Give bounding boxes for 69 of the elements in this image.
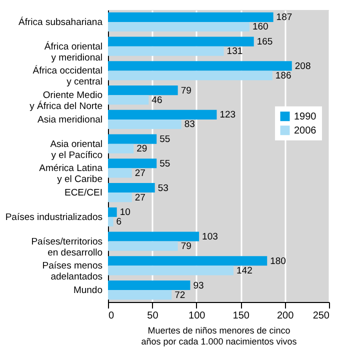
data-label: 93 xyxy=(193,280,204,292)
data-label: 103 xyxy=(202,232,218,243)
y-tick-label: Oriente Medio y África del Norte xyxy=(30,90,102,112)
x-tick-label: 100 xyxy=(188,310,206,322)
data-label: 79 xyxy=(180,85,192,96)
bar xyxy=(108,46,224,56)
data-label: 142 xyxy=(236,265,252,276)
bar xyxy=(108,256,268,266)
data-label: 10 xyxy=(120,207,130,218)
bar xyxy=(108,134,157,144)
bar xyxy=(108,119,182,129)
y-tick-label: América Latina y el Caribe xyxy=(39,163,104,186)
x-tick-label: 0 xyxy=(108,310,114,322)
bar xyxy=(108,290,172,300)
bar xyxy=(108,70,272,80)
data-label: 79 xyxy=(180,241,192,252)
data-label: 72 xyxy=(174,290,186,301)
bar xyxy=(108,86,178,96)
data-label: 186 xyxy=(275,70,292,82)
bar xyxy=(108,144,134,154)
legend-label: 2006 xyxy=(294,125,317,136)
legend-label: 1990 xyxy=(294,111,317,122)
y-tick-label: Mundo xyxy=(73,285,102,296)
data-label: 131 xyxy=(226,46,243,58)
x-tick-label: 50 xyxy=(147,310,159,322)
data-label: 160 xyxy=(252,22,268,33)
data-label: 180 xyxy=(270,256,286,267)
bar xyxy=(108,207,117,217)
data-label: 53 xyxy=(158,182,168,194)
y-tick-label: Países industrializados xyxy=(5,212,103,223)
y-tick-label: Asia meridional xyxy=(38,114,102,126)
data-label: 27 xyxy=(134,168,146,179)
y-tick-label: África subsahariana xyxy=(18,16,104,28)
bar xyxy=(108,95,149,105)
data-label: 208 xyxy=(294,60,311,72)
data-label: 6 xyxy=(116,216,122,228)
data-label: 55 xyxy=(160,134,170,146)
x-tick-label: 250 xyxy=(312,310,330,322)
y-tick-label: África occidental y central xyxy=(32,64,102,88)
y-tick-label: África oriental y meridional xyxy=(44,40,102,64)
bar xyxy=(108,216,114,226)
y-tick-label: Países/territorios en desarrollo xyxy=(31,236,103,258)
bar xyxy=(108,36,254,46)
y-tick-label: ECE/CEI xyxy=(64,188,102,199)
x-tick-label: 150 xyxy=(232,310,250,322)
bar xyxy=(108,61,292,71)
bar xyxy=(108,168,132,178)
bar xyxy=(108,22,250,32)
data-label: 187 xyxy=(276,12,292,24)
bar xyxy=(108,158,157,168)
data-label: 46 xyxy=(152,94,162,106)
y-tick-label: Países menos adelantados xyxy=(42,260,103,283)
bar xyxy=(108,192,132,202)
bar xyxy=(108,12,274,22)
y-tick-label: Asia oriental y el Pacífico xyxy=(50,138,102,161)
bar xyxy=(108,110,217,120)
bar xyxy=(108,183,155,193)
bar xyxy=(108,266,234,276)
data-label: 83 xyxy=(184,119,195,130)
data-label: 165 xyxy=(256,36,273,48)
bar xyxy=(108,232,200,242)
data-label: 29 xyxy=(136,144,148,155)
data-label: 123 xyxy=(220,110,236,121)
x-tick-label: 200 xyxy=(276,310,294,322)
x-axis-title: Muertes de niños menores de cinco años por cada 1.000 nacimientos vivos xyxy=(141,326,298,346)
bar xyxy=(108,280,190,290)
data-label: 27 xyxy=(134,192,146,204)
data-label: 55 xyxy=(160,158,170,170)
bar xyxy=(108,241,178,251)
